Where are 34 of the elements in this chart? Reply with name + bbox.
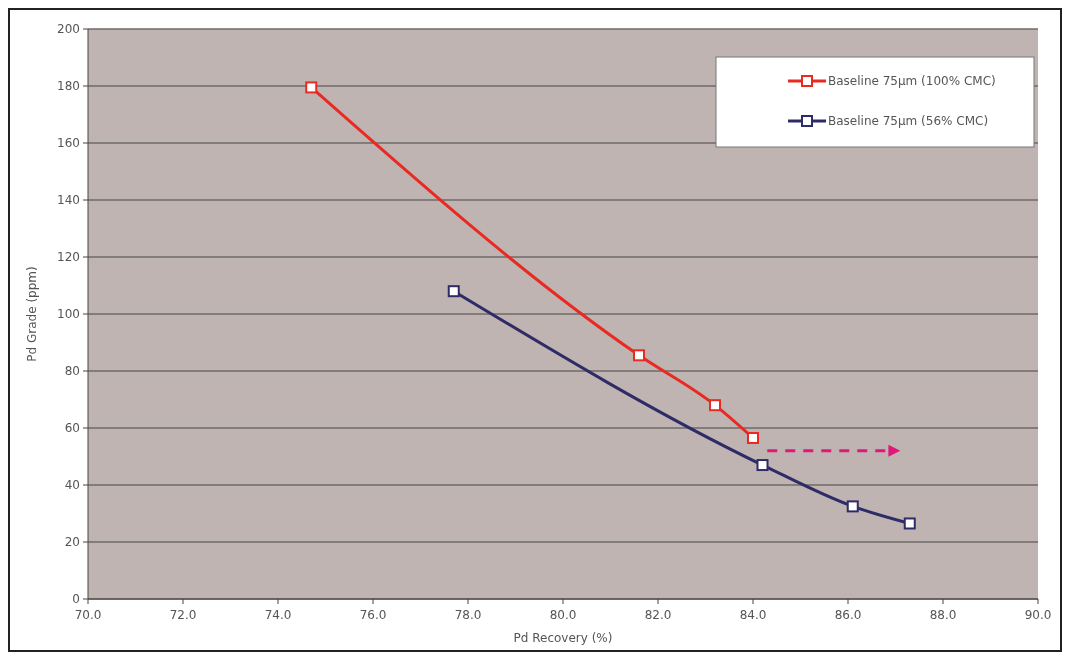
x-tick-label: 84.0 xyxy=(739,608,767,622)
point xyxy=(447,285,460,298)
point xyxy=(903,517,916,530)
x-tick-label: 80.0 xyxy=(549,608,577,622)
y-tick-label: 80 xyxy=(64,364,80,379)
y-tick-label: 100 xyxy=(57,307,80,322)
y-tick-label: 180 xyxy=(57,79,80,94)
point xyxy=(756,459,769,472)
legend-label: Baseline 75µm (56% CMC) xyxy=(828,114,989,129)
y-tick-label: 0 xyxy=(72,592,80,607)
point xyxy=(633,349,645,362)
point xyxy=(747,431,759,444)
x-tick-label: 90.0 xyxy=(1024,608,1052,622)
y-tick-label: 40 xyxy=(64,478,80,493)
point xyxy=(709,399,721,412)
y-axis-title: Pd Grade (ppm) xyxy=(25,266,39,362)
x-tick-label: 88.0 xyxy=(929,608,957,622)
point xyxy=(846,500,859,513)
x-tick-label: 70.0 xyxy=(74,608,102,622)
x-tick-label: 86.0 xyxy=(834,608,862,622)
y-tick-label: 140 xyxy=(57,193,80,208)
x-tick-label: 82.0 xyxy=(644,608,672,622)
y-tick-label: 160 xyxy=(57,136,80,151)
legend-label: Baseline 75µm (100% CMC) xyxy=(828,74,996,89)
y-tick-label: 20 xyxy=(64,535,80,550)
y-tick-label: 200 xyxy=(57,22,80,37)
x-tick-label: 78.0 xyxy=(454,608,482,622)
x-tick-label: 72.0 xyxy=(169,608,197,622)
x-tick-label: 76.0 xyxy=(359,608,387,622)
point xyxy=(305,81,318,94)
y-tick-label: 60 xyxy=(64,421,80,436)
x-tick-label: 74.0 xyxy=(264,608,292,622)
y-tick-label: 120 xyxy=(57,250,80,265)
x-axis-title: Pd Recovery (%) xyxy=(513,631,613,645)
